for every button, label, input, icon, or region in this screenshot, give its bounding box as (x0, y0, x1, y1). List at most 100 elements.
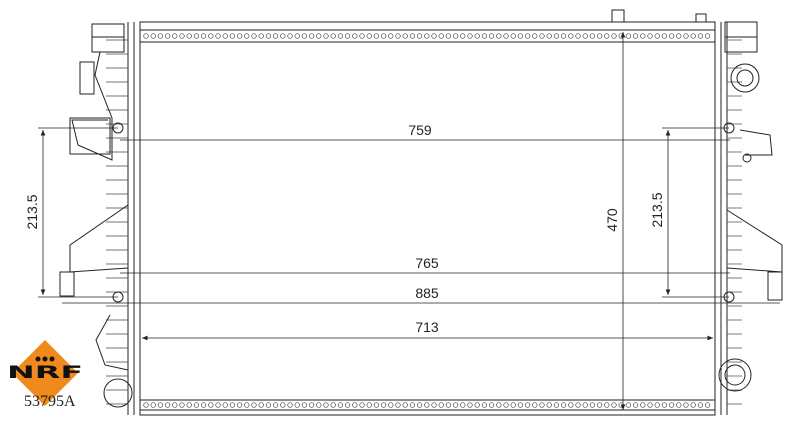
header-hole (388, 402, 394, 408)
header-hole (467, 402, 473, 408)
header-hole (445, 402, 452, 408)
header-hole (582, 402, 588, 408)
header-hole (236, 33, 243, 39)
header-hole (294, 33, 300, 39)
header-hole (186, 402, 192, 408)
header-hole (553, 402, 560, 408)
header-hole (510, 402, 516, 408)
header-hole (222, 402, 228, 408)
header-hole (632, 33, 639, 39)
dim-713: 713 (142, 319, 713, 341)
header-hole (604, 33, 610, 39)
header-hole (661, 33, 668, 39)
header-hole (596, 33, 603, 39)
header-hole (157, 402, 164, 408)
header-hole (308, 402, 315, 408)
header-hole (582, 33, 588, 39)
header-hole (229, 402, 236, 408)
header-hole (172, 402, 178, 408)
header-hole (625, 402, 632, 408)
header-hole (661, 402, 668, 408)
header-hole (409, 402, 416, 408)
dim-213-right-label: 213.5 (649, 192, 665, 227)
header-hole (460, 33, 466, 39)
header-hole (668, 402, 675, 408)
header-hole (380, 33, 387, 39)
header-hole (568, 33, 574, 39)
header-hole (366, 402, 372, 408)
header-hole (575, 402, 581, 408)
header-hole (532, 33, 538, 39)
header-hole (352, 402, 358, 408)
header-hole (647, 402, 653, 408)
header-holes-top (143, 33, 711, 39)
svg-text:NRF: NRF (7, 363, 83, 383)
header-hole (172, 33, 178, 39)
dim-759-label: 759 (408, 122, 432, 138)
header-hole (625, 33, 632, 39)
header-hole (193, 402, 200, 408)
header-hole (301, 402, 308, 408)
header-hole (488, 402, 495, 408)
header-hole (704, 402, 711, 408)
dim-765: 765 (120, 255, 730, 274)
header-hole (503, 33, 509, 39)
header-hole (272, 402, 279, 408)
dim-470: 470 (604, 32, 626, 410)
header-hole (517, 402, 524, 408)
header-hole (344, 33, 351, 39)
header-hole (496, 402, 502, 408)
header-hole (157, 33, 164, 39)
header-hole (445, 33, 452, 39)
header-hole (697, 33, 704, 39)
header-hole (488, 33, 495, 39)
header-hole (452, 402, 459, 408)
header-hole (280, 402, 286, 408)
header-hole (200, 33, 207, 39)
header-hole (568, 402, 574, 408)
header-hole (380, 402, 387, 408)
header-hole (690, 33, 696, 39)
header-hole (697, 402, 704, 408)
header-hole (704, 33, 711, 39)
header-hole (251, 402, 257, 408)
header-hole (560, 402, 567, 408)
header-hole (481, 402, 488, 408)
header-hole (438, 402, 444, 408)
header-hole (546, 402, 552, 408)
header-hole (524, 33, 531, 39)
header-hole (330, 402, 336, 408)
header-hole (323, 33, 329, 39)
header-hole (265, 402, 272, 408)
header-hole (611, 33, 617, 39)
header-hole (258, 33, 264, 39)
header-hole (676, 33, 682, 39)
header-hole (208, 33, 214, 39)
dim-213-left: 213.5 (24, 127, 118, 298)
header-hole (481, 33, 488, 39)
dim-213-left-label: 213.5 (24, 194, 40, 229)
header-hole (424, 402, 430, 408)
header-hole (416, 33, 423, 39)
header-hole (359, 402, 365, 408)
header-hole (611, 402, 617, 408)
dim-885-label: 885 (415, 285, 439, 301)
header-hole (654, 33, 660, 39)
header-hole (150, 402, 156, 408)
header-hole (373, 402, 380, 408)
header-hole (431, 33, 437, 39)
header-hole (258, 402, 264, 408)
header-hole (575, 33, 581, 39)
header-hole (143, 33, 149, 39)
header-hole (373, 33, 380, 39)
header-hole (143, 402, 149, 408)
header-hole (560, 33, 567, 39)
header-hole (323, 402, 329, 408)
header-hole (150, 33, 156, 39)
header-hole (301, 33, 308, 39)
dim-713-label: 713 (415, 319, 439, 335)
header-hole (337, 402, 344, 408)
header-hole (589, 402, 596, 408)
header-hole (316, 402, 322, 408)
